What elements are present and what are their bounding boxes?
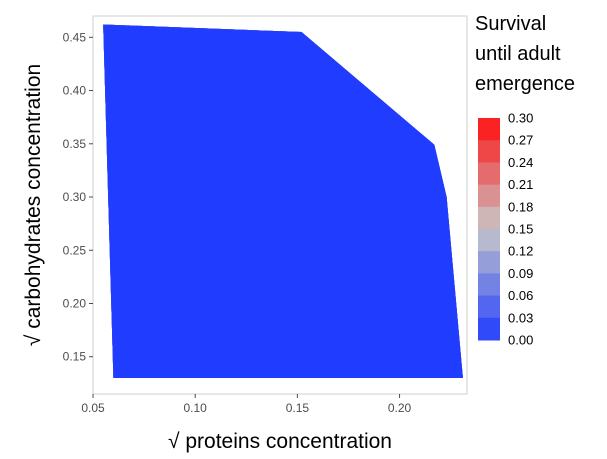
legend-tick-label: 0.18 (508, 199, 533, 214)
legend-ticks: 0.30 0.27 0.24 0.21 0.18 0.15 0.12 0.09 0.06 0.03… (508, 111, 533, 348)
legend-swatch (478, 140, 500, 163)
legend-tick-label: 0.09 (508, 266, 533, 281)
legend-swatch (478, 206, 500, 230)
y-tick-label: 0.45 (63, 30, 87, 44)
y-tick-label: 0.20 (63, 296, 87, 310)
legend-tick-label: 0.03 (508, 310, 533, 325)
legend-swatch (478, 162, 500, 186)
legend-title-line-3: emergence (475, 73, 575, 95)
legend-tick-label: 0.27 (508, 133, 533, 148)
y-tick-label: 0.25 (63, 243, 87, 257)
y-tick-label: 0.35 (63, 137, 87, 151)
y-tick-label: 0.15 (63, 350, 87, 364)
y-axis: 0.15 0.20 0.25 0.30 0.35 0.40 0.45 (63, 30, 93, 364)
x-tick-label: 0.10 (184, 401, 208, 415)
legend-swatch (478, 295, 500, 319)
legend-tick-label: 0.12 (508, 244, 533, 259)
legend: Survival until adult emergence 0.300.270… (475, 13, 575, 348)
y-tick-label: 0.40 (63, 84, 87, 98)
y-axis-title: √ carbohydrates concentration (22, 64, 45, 346)
legend-tick-label: 0.21 (508, 177, 533, 192)
legend-swatch (478, 317, 500, 341)
legend-swatch (478, 251, 500, 274)
legend-title-line-1: Survival (475, 13, 546, 35)
legend-swatch (478, 184, 500, 208)
legend-tick-label: 0.30 (508, 111, 533, 126)
legend-swatch (478, 273, 500, 297)
legend-tick-label: 0.24 (508, 155, 533, 170)
legend-colorbar (478, 118, 500, 341)
x-axis: 0.05 0.10 0.15 0.20 (81, 394, 412, 415)
x-tick-label: 0.05 (81, 401, 105, 415)
x-tick-label: 0.15 (286, 401, 310, 415)
y-tick-label: 0.30 (63, 190, 87, 204)
legend-swatch (478, 229, 500, 252)
legend-title-line-2: until adult (475, 43, 561, 65)
legend-tick-label: 0.15 (508, 222, 533, 237)
x-axis-title: √ proteins concentration (168, 430, 392, 453)
x-tick-label: 0.20 (388, 401, 412, 415)
legend-tick-label: 0.00 (508, 333, 533, 348)
legend-swatch (478, 118, 500, 141)
legend-tick-label: 0.06 (508, 288, 533, 303)
